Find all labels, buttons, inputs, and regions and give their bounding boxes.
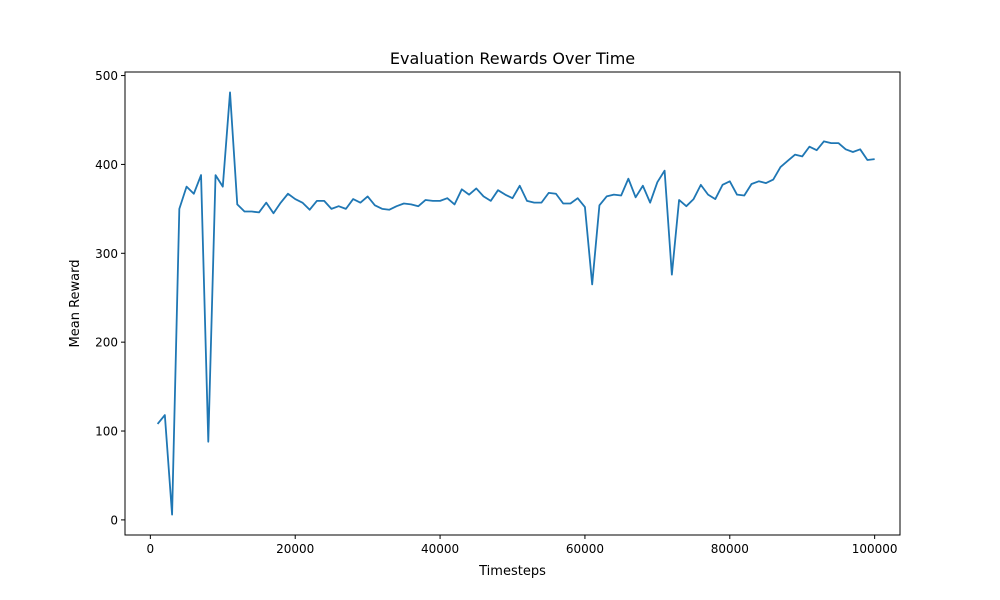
chart-title: Evaluation Rewards Over Time bbox=[390, 49, 635, 68]
x-tick-label: 80000 bbox=[711, 542, 749, 556]
y-tick-label: 300 bbox=[95, 247, 118, 261]
y-axis-label: Mean Reward bbox=[68, 260, 83, 348]
x-tick-label: 60000 bbox=[566, 542, 604, 556]
plot-background bbox=[125, 72, 900, 535]
y-axis-ticks: 0 100 200 300 400 500 bbox=[95, 69, 125, 527]
x-tick-label: 0 bbox=[147, 542, 155, 556]
x-axis-ticks: 0 20000 40000 60000 80000 100000 bbox=[147, 535, 898, 556]
y-tick-label: 200 bbox=[95, 336, 118, 350]
y-tick-label: 400 bbox=[95, 158, 118, 172]
series-line bbox=[156, 91, 875, 516]
x-tick-label: 40000 bbox=[421, 542, 459, 556]
y-tick-label: 500 bbox=[95, 69, 118, 83]
plot-frame bbox=[124, 71, 901, 536]
x-tick-label: 20000 bbox=[276, 542, 314, 556]
y-tick-label: 0 bbox=[110, 513, 118, 527]
x-axis-label: Timesteps bbox=[478, 564, 546, 579]
x-tick-label: 100000 bbox=[852, 542, 898, 556]
y-tick-label: 100 bbox=[95, 425, 118, 439]
